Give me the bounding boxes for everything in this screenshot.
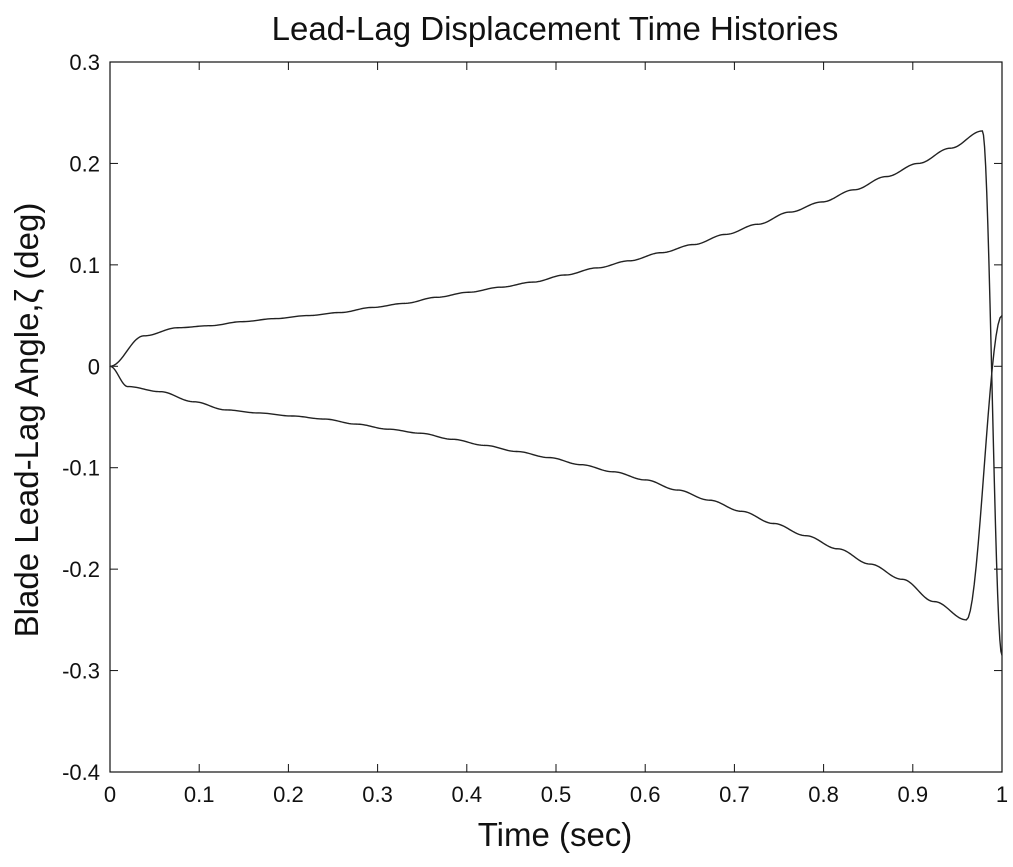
- x-axis-label: Time (sec): [478, 816, 633, 853]
- series-point: [371, 306, 373, 309]
- series-point: [127, 385, 129, 388]
- x-tick-label: 0.2: [273, 782, 304, 807]
- series-point: [596, 267, 598, 269]
- series-point: [965, 619, 967, 621]
- series-point: [257, 412, 259, 414]
- series-point: [143, 335, 145, 337]
- x-tick-label: 0.4: [452, 782, 483, 807]
- y-tick-label: -0.1: [62, 456, 100, 481]
- x-tick-label: 0.8: [808, 782, 839, 807]
- series-point: [1001, 654, 1003, 656]
- x-tick-label: 0.7: [719, 782, 750, 807]
- y-axis-label: Blade Lead-Lag Angle,ζ (deg): [8, 203, 45, 638]
- series-point: [516, 450, 518, 453]
- series-point: [109, 365, 111, 367]
- y-tick-label: 0.3: [69, 50, 100, 75]
- series-line-1: [109, 130, 1003, 656]
- x-tick-label: 0: [104, 782, 116, 807]
- series-point: [821, 201, 823, 203]
- series-point: [225, 409, 227, 411]
- series-layer: [109, 130, 1003, 656]
- series-point: [193, 401, 195, 403]
- series-point: [949, 147, 951, 149]
- series-point: [853, 189, 855, 191]
- y-tick-label: 0: [88, 354, 100, 379]
- series-point: [419, 432, 422, 434]
- series-point: [805, 535, 807, 537]
- series-point: [756, 223, 759, 225]
- series-point: [789, 211, 791, 213]
- series-point: [159, 391, 161, 393]
- series-point: [644, 479, 646, 481]
- y-tick-label: 0.2: [69, 151, 100, 176]
- series-point: [564, 274, 566, 276]
- series-point: [484, 444, 486, 446]
- series-point: [241, 321, 243, 323]
- series-point: [917, 162, 919, 165]
- series-point: [532, 281, 534, 283]
- x-tick-label: 0.1: [184, 782, 215, 807]
- series-point: [403, 302, 405, 304]
- x-tick-label: 0.6: [630, 782, 661, 807]
- series-point: [339, 311, 341, 314]
- series-point: [500, 286, 502, 288]
- series-point: [467, 291, 470, 293]
- series-line-2: [109, 315, 1003, 621]
- chart-title: Lead-Lag Displacement Time Histories: [272, 10, 839, 47]
- series-point: [676, 489, 678, 491]
- series-point: [580, 464, 582, 466]
- x-tick-label: 0.9: [898, 782, 929, 807]
- series-point: [209, 325, 211, 327]
- series-point: [869, 563, 871, 565]
- y-tick-label: -0.2: [62, 557, 100, 582]
- series-point: [1001, 314, 1003, 317]
- series-point: [885, 176, 887, 178]
- series-point: [435, 296, 438, 298]
- series-point: [355, 423, 357, 425]
- axis-ticks: 0 0.1 0.2 0.3 0.4 0.5 0.6 0.7 0.8 0.9 10.30.20.10-…: [62, 50, 1008, 807]
- series-point: [451, 438, 454, 440]
- series-point: [692, 243, 694, 246]
- y-tick-label: -0.3: [62, 659, 100, 684]
- x-tick-label: 0.5: [541, 782, 572, 807]
- series-point: [612, 471, 614, 473]
- series-point: [548, 456, 550, 459]
- series-point: [933, 601, 935, 603]
- series-point: [387, 428, 389, 430]
- series-point: [307, 314, 309, 317]
- x-tick-label: 0.3: [362, 782, 393, 807]
- series-point: [323, 418, 325, 420]
- series-point: [981, 130, 983, 132]
- x-tick-label: 1: [996, 782, 1008, 807]
- y-tick-label: -0.4: [62, 760, 100, 785]
- series-point: [740, 510, 743, 512]
- series-point: [628, 260, 630, 262]
- series-point: [901, 578, 903, 580]
- y-tick-label: 0.1: [69, 253, 100, 278]
- plot-frame: [109, 61, 1003, 773]
- series-point: [291, 415, 293, 417]
- series-point: [773, 522, 775, 525]
- series-point: [724, 233, 727, 236]
- series-point: [837, 548, 839, 550]
- series-point: [177, 327, 179, 329]
- series-point: [660, 252, 662, 254]
- series-point: [274, 318, 276, 320]
- series-point: [708, 499, 711, 501]
